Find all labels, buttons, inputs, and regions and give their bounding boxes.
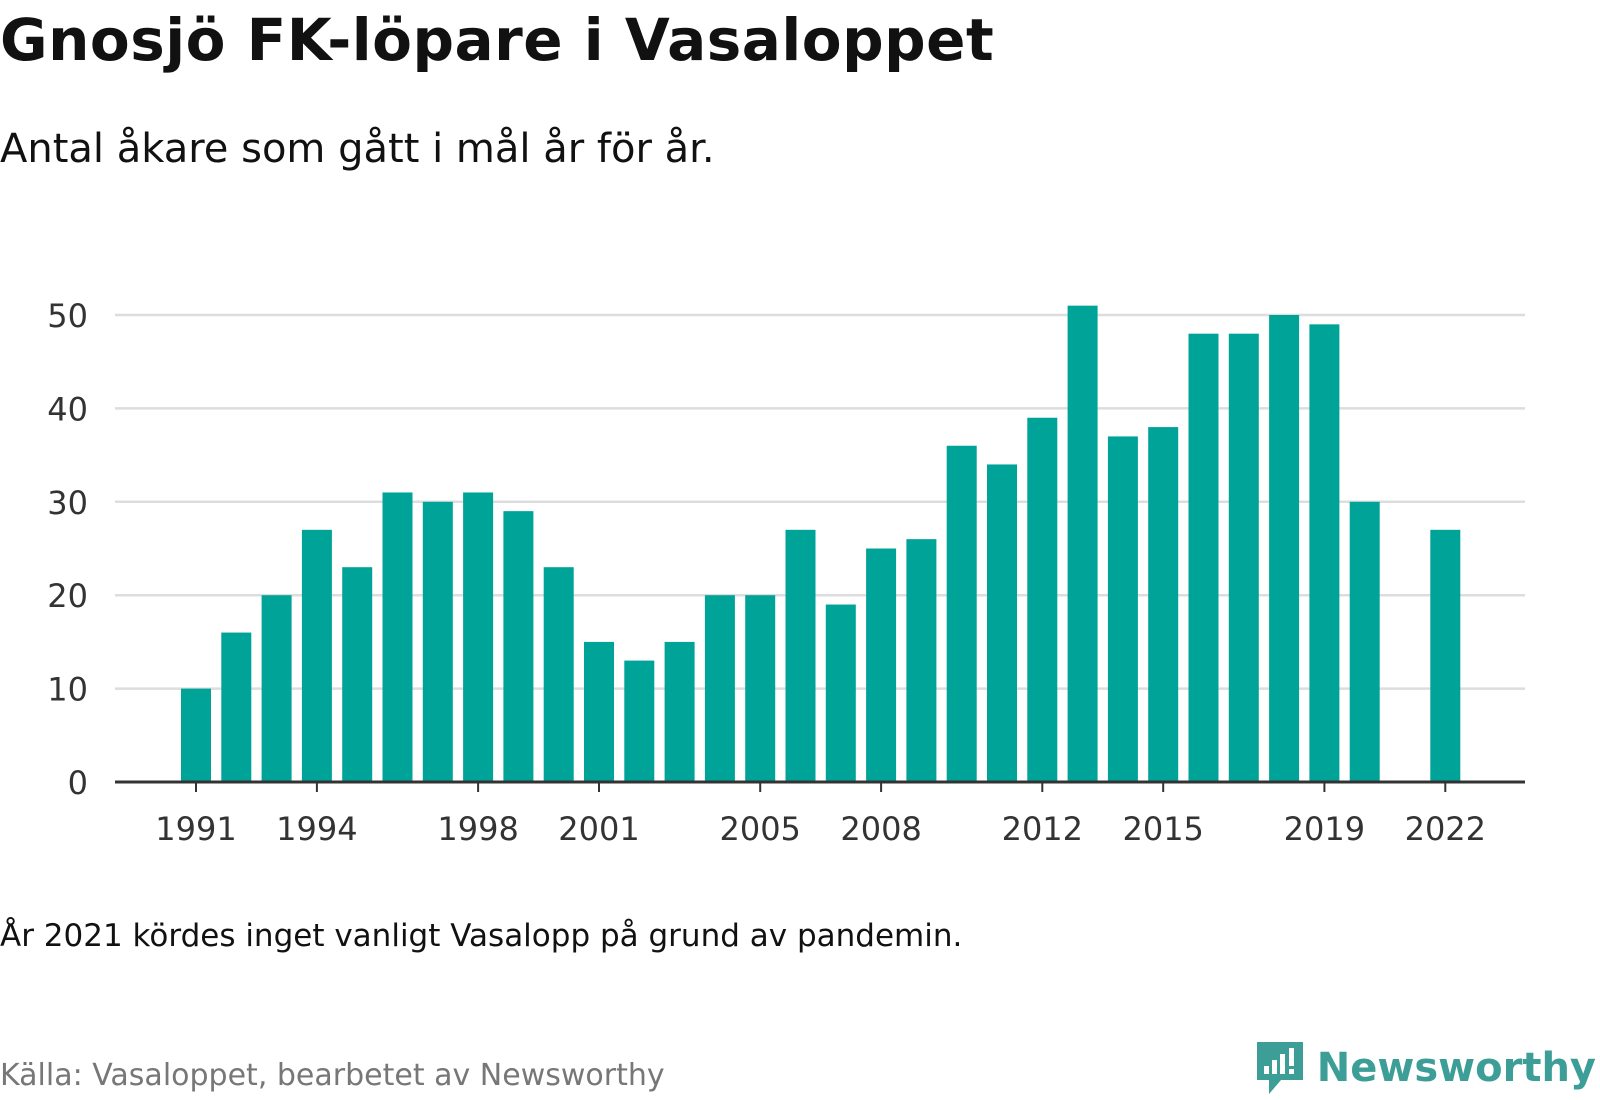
x-tick-label: 2022 <box>1405 810 1486 848</box>
y-tick-label: 40 <box>47 390 88 428</box>
bar <box>745 595 776 782</box>
chart-note: År 2021 kördes inget vanligt Vasalopp på… <box>0 918 963 954</box>
bar <box>785 529 816 782</box>
chart-title: Gnosjö FK-löpare i Vasaloppet <box>0 6 995 74</box>
bar <box>382 492 413 782</box>
y-tick-label: 50 <box>47 297 88 335</box>
bar <box>503 511 534 782</box>
bar <box>1430 529 1461 782</box>
bar <box>1188 333 1219 782</box>
x-tick-label: 1994 <box>276 810 357 848</box>
x-tick-label: 2008 <box>840 810 921 848</box>
bar <box>825 604 856 782</box>
x-tick-label: 2001 <box>558 810 639 848</box>
x-tick-label: 2005 <box>719 810 800 848</box>
bar <box>261 595 292 782</box>
bar <box>1107 436 1138 782</box>
x-tick-label: 2019 <box>1284 810 1365 848</box>
x-tick-label: 2012 <box>1002 810 1083 848</box>
bar <box>1228 333 1259 782</box>
bar <box>906 539 937 782</box>
bar <box>946 445 977 782</box>
x-tick-label: 1991 <box>155 810 236 848</box>
bar <box>866 548 897 782</box>
brand-logo: Newsworthy <box>1255 1040 1596 1096</box>
x-tick-label: 1998 <box>437 810 518 848</box>
bar <box>1269 315 1300 782</box>
chart-subtitle: Antal åkare som gått i mål år för år. <box>0 126 715 172</box>
bar <box>624 660 655 782</box>
x-tick-label: 2015 <box>1122 810 1203 848</box>
bar <box>704 595 735 782</box>
bar <box>221 632 252 782</box>
bar <box>181 688 211 782</box>
bar <box>1067 305 1098 782</box>
source-text: Källa: Vasaloppet, bearbetet av Newswort… <box>0 1058 665 1093</box>
bar <box>342 567 373 782</box>
bar-chart: 0 10 20 30 40 50 1991 1994 1998 2001 2005 2008 2012 2… <box>47 297 1525 848</box>
bar <box>422 501 453 782</box>
bar <box>1148 427 1179 782</box>
y-tick-label: 30 <box>47 484 88 522</box>
bar <box>584 641 614 782</box>
bar <box>664 641 695 782</box>
bar <box>543 567 574 782</box>
bar <box>987 464 1017 782</box>
bar <box>463 492 494 782</box>
brand-name: Newsworthy <box>1316 1045 1596 1091</box>
newsworthy-logo-icon <box>1256 1042 1303 1094</box>
bar <box>1309 324 1340 782</box>
y-tick-label: 20 <box>47 577 88 615</box>
bar <box>301 529 332 782</box>
bar <box>1027 417 1058 782</box>
bar <box>1349 501 1380 782</box>
y-tick-label: 10 <box>47 671 88 709</box>
y-tick-label: 0 <box>68 764 88 802</box>
